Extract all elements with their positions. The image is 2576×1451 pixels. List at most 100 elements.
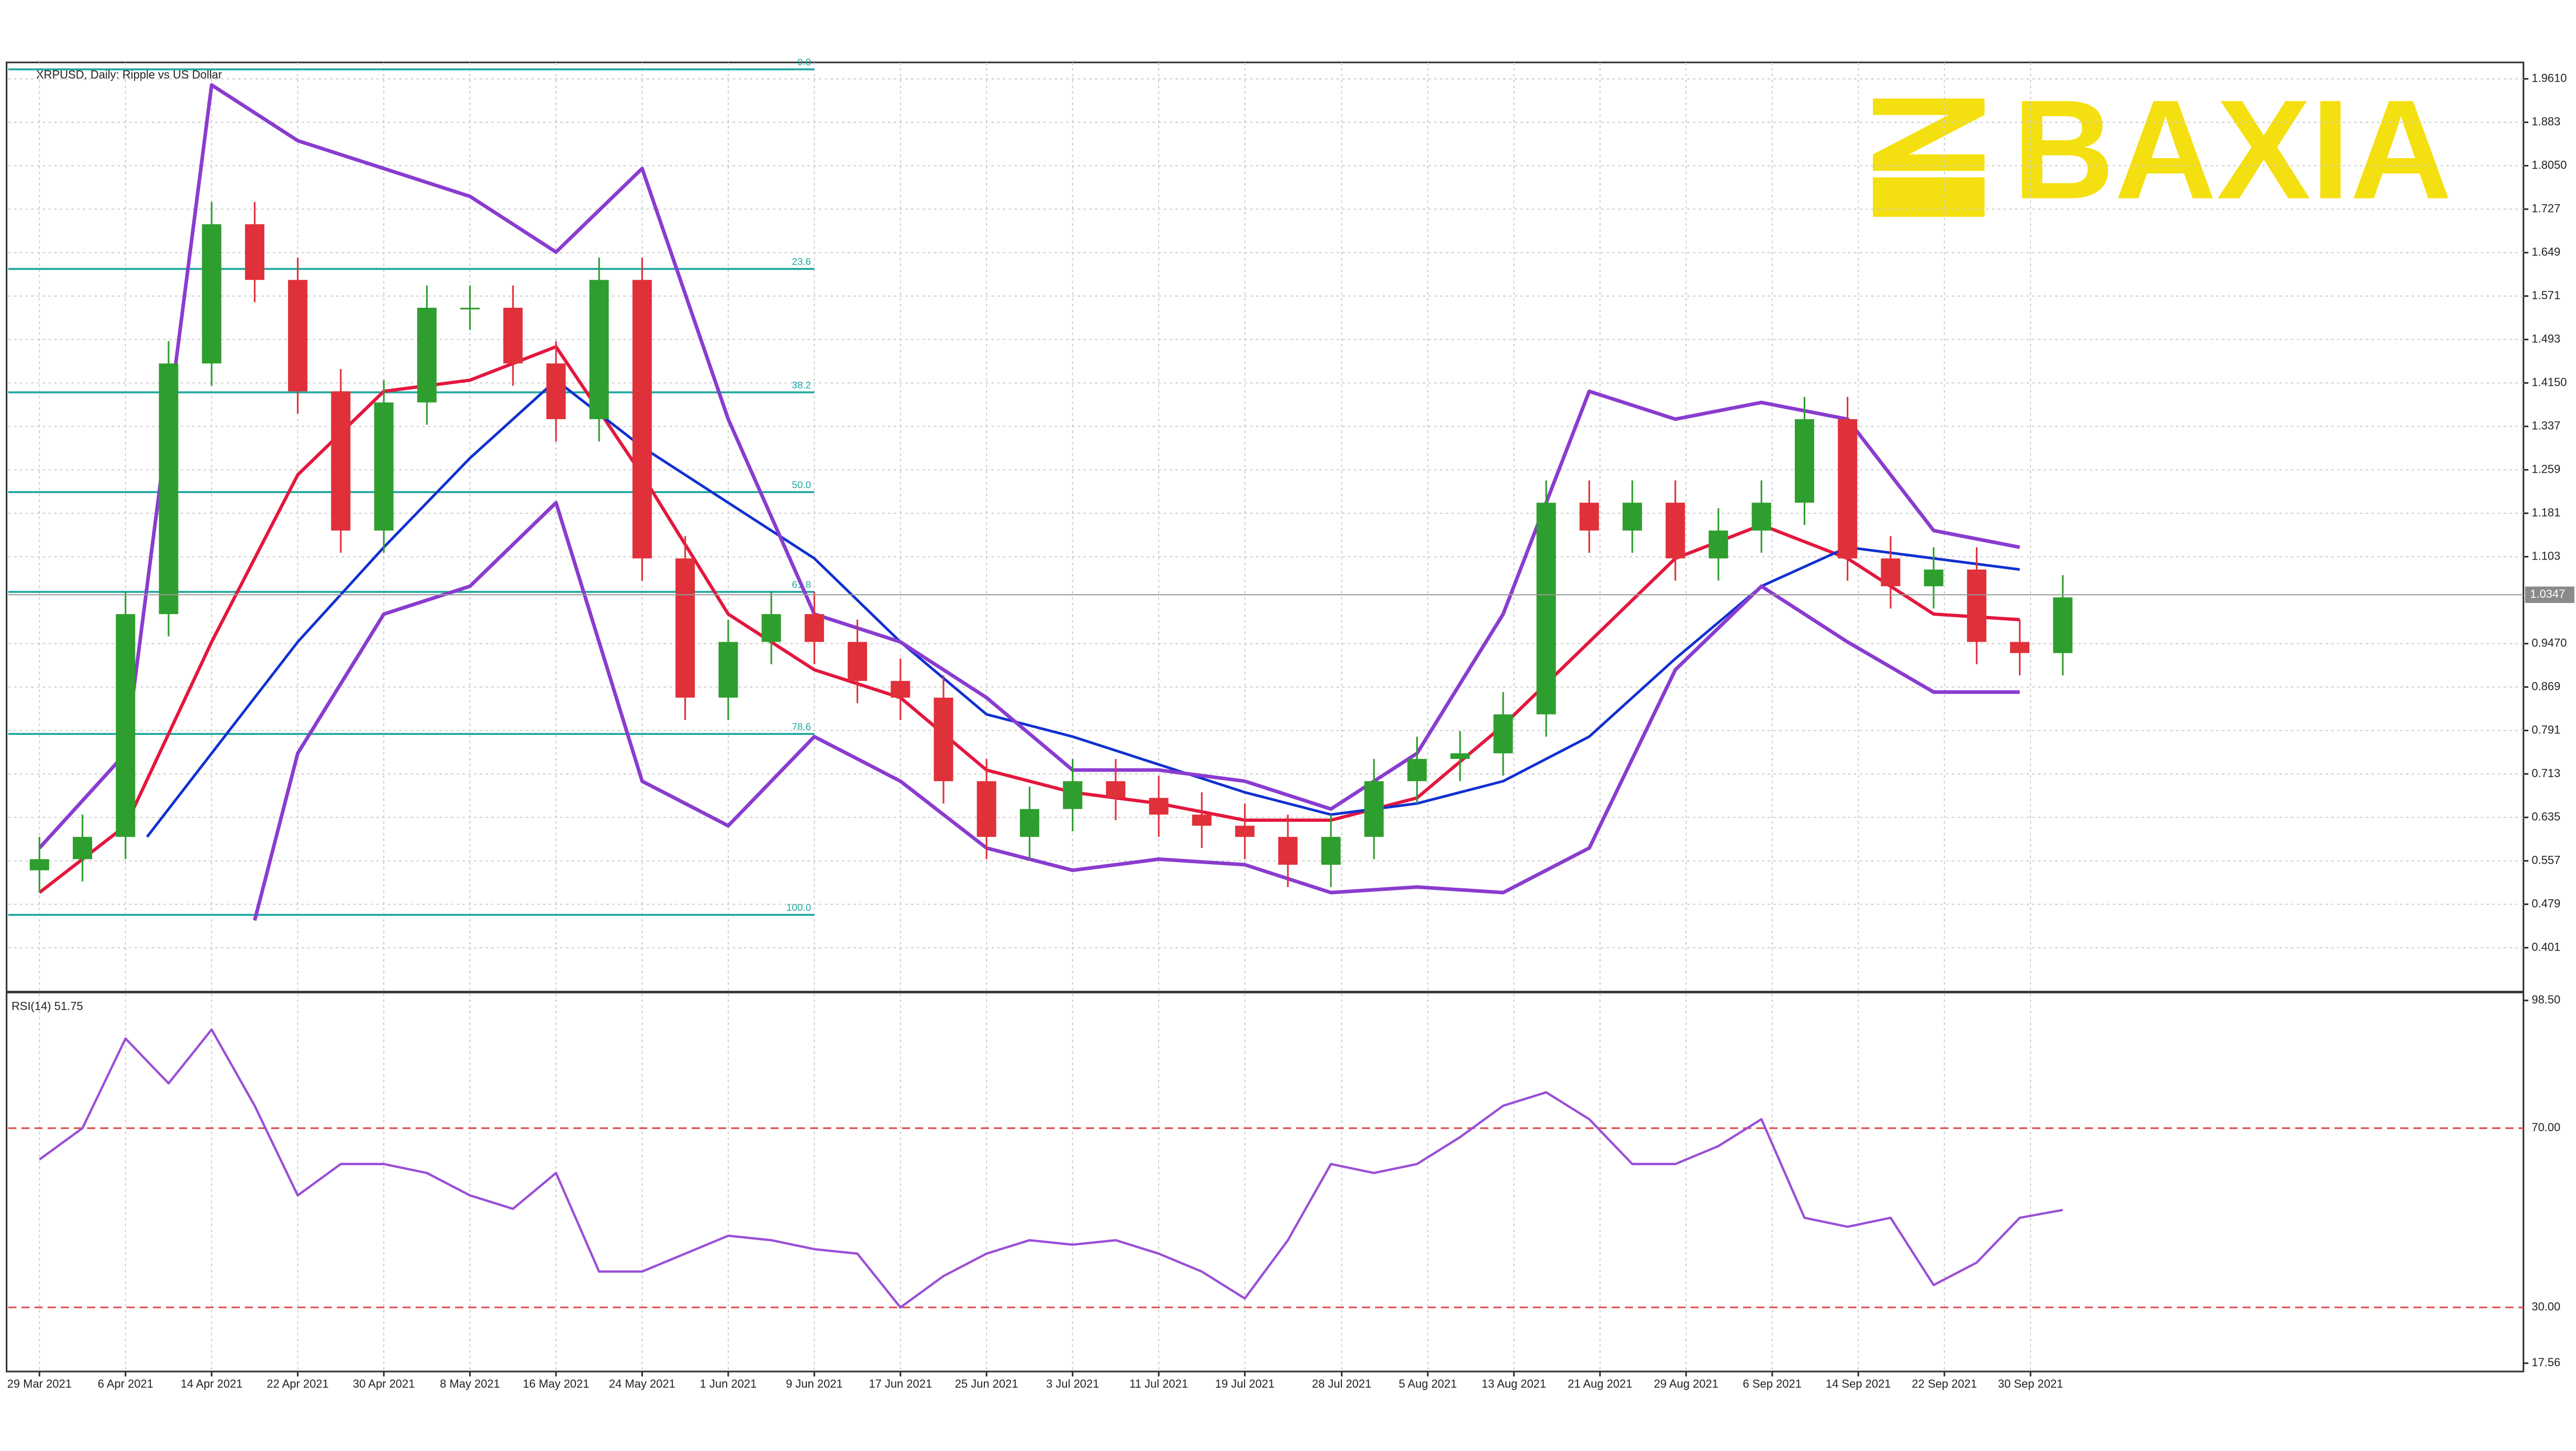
x-tick-label: 25 Jun 2021 bbox=[955, 1377, 1018, 1390]
x-tick-label: 6 Apr 2021 bbox=[98, 1377, 153, 1390]
y-tick-label: 0.713 bbox=[2531, 766, 2560, 779]
rsi-level-label: 70.00 bbox=[2531, 1121, 2560, 1134]
y-tick-label: 0.557 bbox=[2531, 853, 2560, 866]
x-tick-label: 29 Aug 2021 bbox=[1654, 1377, 1718, 1390]
rsi-y-tick-label: 17.56 bbox=[2531, 1356, 2560, 1369]
candle-body bbox=[675, 558, 695, 698]
x-tick-label: 14 Apr 2021 bbox=[181, 1377, 242, 1390]
x-tick-label: 24 May 2021 bbox=[609, 1377, 675, 1390]
y-tick-label: 0.869 bbox=[2531, 679, 2560, 693]
rsi-line bbox=[39, 1028, 2063, 1309]
rsi-label: RSI(14) 51.75 bbox=[12, 999, 83, 1012]
indicator-line bbox=[38, 345, 2020, 894]
y-tick-label: 1.337 bbox=[2531, 419, 2560, 432]
candle-body bbox=[331, 391, 351, 531]
candle-body bbox=[503, 307, 523, 364]
candle-body bbox=[1794, 419, 1814, 503]
candle-body bbox=[1364, 781, 1384, 837]
candle-body bbox=[1881, 558, 1901, 586]
x-tick-label: 19 Jul 2021 bbox=[1215, 1377, 1275, 1390]
candle-body bbox=[245, 224, 264, 280]
fib-label: 38.2 bbox=[792, 380, 811, 390]
candle-body bbox=[1967, 570, 1986, 642]
rsi-y-tick-label: 98.50 bbox=[2531, 993, 2560, 1006]
last-price-box bbox=[2525, 586, 2574, 603]
indicator-line bbox=[253, 500, 2020, 921]
candle-body bbox=[116, 614, 136, 837]
y-tick-label: 1.8050 bbox=[2531, 158, 2567, 171]
y-tick-label: 0.635 bbox=[2531, 810, 2560, 823]
candle-body bbox=[761, 614, 781, 642]
x-tick-label: 22 Apr 2021 bbox=[267, 1377, 328, 1390]
x-tick-label: 9 Jun 2021 bbox=[786, 1377, 843, 1390]
candle-body bbox=[29, 859, 49, 870]
y-tick-label: 0.9470 bbox=[2531, 636, 2567, 649]
candle-body bbox=[1278, 836, 1298, 865]
candle-body bbox=[1838, 419, 1858, 559]
candle-body bbox=[848, 642, 868, 681]
x-tick-label: 16 May 2021 bbox=[523, 1377, 590, 1390]
y-tick-label: 1.4150 bbox=[2531, 375, 2567, 388]
x-tick-label: 22 Sep 2021 bbox=[1912, 1377, 1977, 1390]
candle-body bbox=[1708, 530, 1728, 559]
y-tick-label: 0.479 bbox=[2531, 897, 2560, 910]
y-tick-label: 1.181 bbox=[2531, 506, 2560, 519]
candle-body bbox=[934, 697, 953, 782]
candle-body bbox=[804, 614, 824, 642]
y-tick-label: 0.401 bbox=[2531, 940, 2560, 953]
y-tick-label: 1.883 bbox=[2531, 115, 2560, 128]
x-tick-label: 30 Sep 2021 bbox=[1998, 1377, 2063, 1390]
logo-text: BAXIA bbox=[2013, 71, 2452, 229]
candle-body bbox=[460, 307, 480, 310]
x-tick-label: 14 Sep 2021 bbox=[1826, 1377, 1891, 1390]
fib-label: 50.0 bbox=[792, 479, 811, 490]
candle-body bbox=[2053, 597, 2073, 653]
candle-body bbox=[632, 280, 652, 559]
candle-body bbox=[976, 781, 996, 837]
x-tick-label: 30 Apr 2021 bbox=[353, 1377, 415, 1390]
candle-body bbox=[1192, 814, 1212, 826]
x-tick-label: 28 Jul 2021 bbox=[1312, 1377, 1372, 1390]
candle-body bbox=[1493, 714, 1513, 754]
fib-label: 0.0 bbox=[797, 57, 811, 68]
candle-body bbox=[73, 836, 93, 860]
candle-body bbox=[546, 363, 566, 419]
candle-body bbox=[417, 307, 437, 403]
candle-body bbox=[1149, 798, 1169, 815]
x-tick-label: 11 Jul 2021 bbox=[1129, 1377, 1188, 1390]
candle-body bbox=[1536, 503, 1556, 715]
candle-body bbox=[1623, 503, 1642, 531]
y-tick-label: 1.103 bbox=[2531, 549, 2560, 562]
candle-body bbox=[589, 280, 609, 419]
y-tick-label: 1.727 bbox=[2531, 202, 2560, 215]
candle-body bbox=[1407, 758, 1427, 782]
candle-body bbox=[1924, 570, 1944, 586]
y-tick-label: 1.259 bbox=[2531, 462, 2560, 475]
y-tick-label: 1.9610 bbox=[2531, 71, 2567, 84]
last-price-label: 1.0347 bbox=[2530, 587, 2565, 600]
candle-body bbox=[718, 642, 738, 698]
x-tick-label: 29 Mar 2021 bbox=[7, 1377, 72, 1390]
logo: BAXIA bbox=[1873, 71, 2452, 229]
frame bbox=[5, 61, 2525, 1372]
x-tick-label: 8 May 2021 bbox=[440, 1377, 500, 1390]
candle-body bbox=[891, 680, 911, 698]
candle-body bbox=[159, 363, 179, 615]
rsi-level-label: 30.00 bbox=[2531, 1300, 2560, 1313]
fib-label: 23.6 bbox=[792, 256, 811, 267]
candle-body bbox=[1019, 809, 1039, 837]
candle-body bbox=[1063, 781, 1083, 809]
y-tick-label: 1.649 bbox=[2531, 245, 2560, 258]
candle-body bbox=[1235, 825, 1255, 837]
indicator-line bbox=[146, 378, 2020, 838]
x-tick-label: 17 Jun 2021 bbox=[869, 1377, 932, 1390]
x-tick-label: 1 Jun 2021 bbox=[700, 1377, 757, 1390]
x-tick-label: 21 Aug 2021 bbox=[1568, 1377, 1632, 1390]
candle-body bbox=[374, 402, 394, 531]
y-tick-label: 0.791 bbox=[2531, 723, 2560, 736]
candle-body bbox=[1321, 836, 1341, 865]
candle-body bbox=[1579, 503, 1599, 531]
